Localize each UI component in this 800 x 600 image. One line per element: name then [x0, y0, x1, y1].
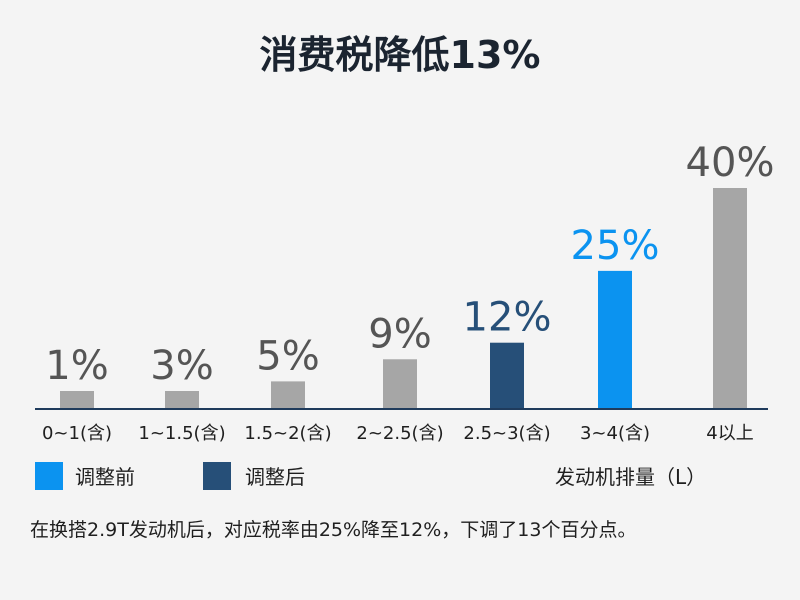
legend-label-before: 调整前 — [75, 465, 135, 489]
chart-note: 在换搭2.9T发动机后，对应税率由25%降至12%，下调了13个百分点。 — [30, 519, 636, 541]
bar-6 — [713, 188, 747, 409]
legend: 调整前 调整后 — [35, 462, 305, 490]
value-label-3: 9% — [368, 311, 431, 357]
value-label-6: 40% — [686, 140, 775, 186]
legend-swatch-before — [35, 462, 63, 490]
bars-group — [60, 188, 747, 409]
bar-4 — [490, 342, 524, 409]
category-label-3: 2~2.5(含) — [356, 423, 443, 444]
legend-swatch-after — [203, 462, 231, 490]
bar-2 — [271, 381, 305, 409]
value-label-4: 12% — [463, 295, 552, 341]
category-label-6: 4以上 — [706, 423, 753, 444]
bar-5 — [598, 270, 632, 409]
category-labels-group: 0~1(含) 1~1.5(含) 1.5~2(含) 2~2.5(含) 2.5~3(含) 3~… — [42, 423, 754, 444]
bar-3 — [383, 359, 417, 409]
chart-title: 消费税降低13% — [260, 33, 541, 77]
bar-1 — [165, 391, 199, 409]
value-label-2: 5% — [256, 333, 319, 379]
legend-label-after: 调整后 — [245, 465, 305, 489]
value-labels-group: 1% 3% 5% 9% 12% 25% 40% — [45, 140, 774, 389]
value-label-5: 25% — [571, 223, 660, 269]
category-label-5: 3~4(含) — [580, 423, 650, 444]
category-label-0: 0~1(含) — [42, 423, 112, 444]
category-label-1: 1~1.5(含) — [138, 423, 225, 444]
category-label-2: 1.5~2(含) — [244, 423, 331, 444]
bar-0 — [60, 391, 94, 409]
value-label-1: 3% — [150, 343, 213, 389]
value-label-0: 1% — [45, 343, 108, 389]
category-label-4: 2.5~3(含) — [463, 423, 550, 444]
x-axis-title: 发动机排量（L） — [555, 465, 706, 489]
